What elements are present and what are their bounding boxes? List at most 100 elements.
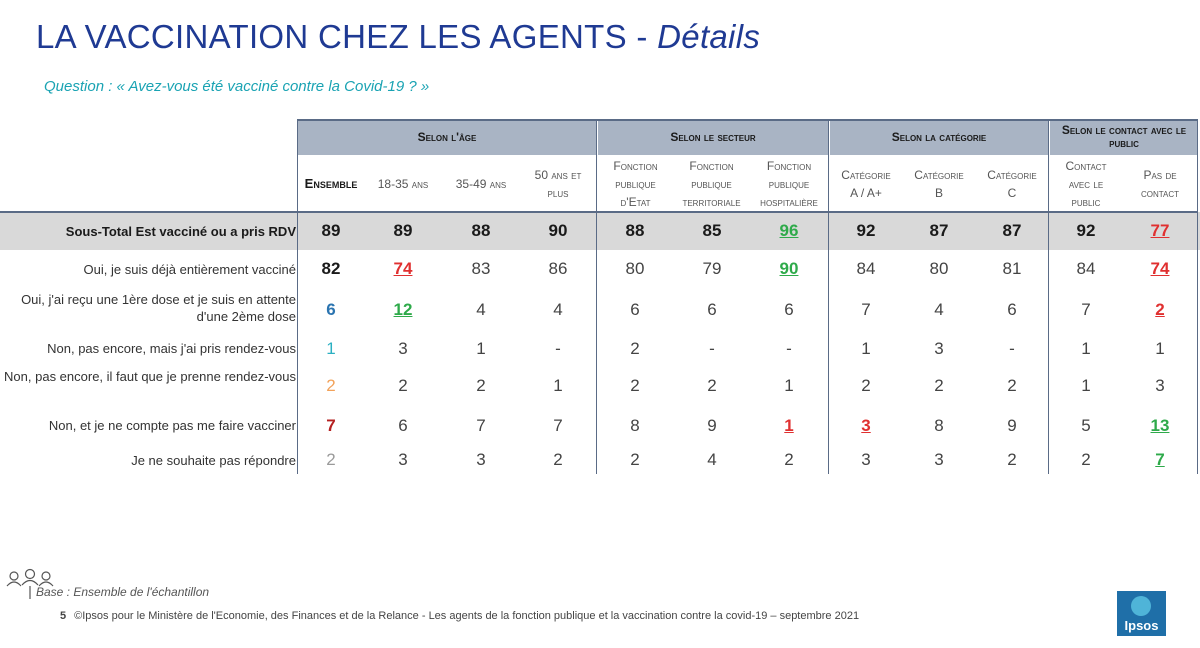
table-cell: - — [786, 338, 792, 358]
group-header-secteur: Selon le secteur — [598, 119, 828, 155]
logo-text: Ipsos — [1124, 618, 1159, 633]
table-cell: 1 — [326, 338, 336, 358]
table-cell: 90 — [548, 221, 568, 240]
table-cell: 80 — [625, 259, 645, 278]
table-cell: 2 — [861, 376, 871, 395]
table-cell: 3 — [398, 338, 408, 358]
table-cell: 8 — [630, 415, 640, 435]
table-cell: 80 — [929, 259, 949, 278]
column-header: Fonction publique territoriale — [682, 158, 741, 209]
table-cell: 3 — [934, 450, 944, 469]
table-cell: 9 — [1007, 415, 1017, 435]
table-cell: 6 — [398, 415, 408, 435]
table-cell: 81 — [1002, 259, 1022, 278]
table-cell: - — [555, 338, 561, 358]
row-label: Non, et je ne compte pas me faire vaccin… — [48, 418, 296, 433]
table-cell: 2 — [784, 450, 794, 469]
table-cell: 92 — [856, 221, 876, 240]
table-cell: 2 — [1007, 450, 1017, 469]
table-cell: 89 — [321, 221, 341, 240]
table-cell: 2 — [476, 376, 486, 395]
divider — [297, 119, 298, 474]
column-header: Pas de contact — [1140, 167, 1180, 200]
table-cell: 77 — [1150, 221, 1170, 240]
table-cell: 2 — [1081, 450, 1091, 469]
table-cell: 1 — [1081, 338, 1091, 358]
question-text: Question : « Avez-vous été vacciné contr… — [44, 78, 430, 95]
table-cell: - — [709, 338, 715, 358]
divider — [1048, 119, 1049, 474]
footer-text: ©Ipsos pour le Ministère de l'Economie, … — [74, 610, 860, 622]
column-header: 35-49 ans — [455, 176, 507, 191]
table-cell: 2 — [630, 376, 640, 395]
table-cell: 7 — [1081, 300, 1091, 319]
table-cell: 2 — [707, 376, 717, 395]
table-cell: 96 — [779, 221, 799, 240]
row-label: Je ne souhaite pas répondre — [131, 452, 296, 468]
column-header: Fonction publique hospitalière — [760, 158, 818, 209]
ipsos-logo: Ipsos — [1117, 591, 1166, 636]
table-cell: 7 — [326, 415, 336, 435]
column-header: 50 ans et plus — [534, 167, 582, 200]
table-cell: 2 — [934, 376, 944, 395]
divider — [1197, 119, 1198, 474]
divider — [0, 211, 1198, 213]
table-cell: 2 — [1007, 376, 1017, 395]
row-label: Sous-Total Est vacciné ou a pris RDV — [65, 223, 296, 239]
column-header: Ensemble — [304, 175, 358, 191]
table-cell: 1 — [476, 338, 486, 358]
table-cell: 87 — [929, 221, 949, 240]
table-cell: 88 — [471, 221, 491, 240]
divider — [596, 119, 597, 474]
table-cell: 1 — [1081, 376, 1091, 395]
column-header: Contact avec le public — [1065, 158, 1107, 209]
divider — [828, 119, 829, 474]
table-cell: 6 — [1007, 300, 1017, 319]
table-cell: - — [1009, 338, 1015, 358]
page-title: LA VACCINATION CHEZ LES AGENTS - Détails — [36, 18, 760, 56]
table-cell: 13 — [1150, 415, 1170, 435]
table-cell: 6 — [630, 300, 640, 319]
table-cell: 3 — [476, 450, 486, 469]
table-cell: 83 — [471, 259, 491, 278]
group-header-contact: Selon le contact avec le public — [1050, 119, 1198, 155]
table-cell: 84 — [856, 259, 876, 278]
table-cell: 3 — [1155, 376, 1165, 395]
results-table: Selon l'âge Selon le secteur Selon la ca… — [0, 119, 1200, 474]
table-cell: 85 — [702, 221, 722, 240]
footer: 5 ©Ipsos pour le Ministère de l'Economie,… — [60, 610, 859, 622]
table-cell: 1 — [784, 415, 794, 435]
table-cell: 1 — [861, 338, 871, 358]
row-label: Non, pas encore, il faut que je prenne r… — [4, 369, 296, 384]
column-header: Catégorie A / A+ — [841, 167, 891, 200]
table-cell: 4 — [707, 450, 717, 469]
row-label: Oui, j'ai reçu une 1ère dose et je suis … — [21, 292, 296, 324]
row-label: Non, pas encore, mais j'ai pris rendez-v… — [47, 341, 296, 356]
table-cell: 6 — [707, 300, 717, 319]
subtotal-band — [0, 212, 1200, 250]
table-cell: 2 — [326, 450, 336, 469]
table-cell: 3 — [861, 415, 871, 435]
group-header-age: Selon l'âge — [298, 119, 596, 155]
table-cell: 6 — [784, 300, 794, 319]
table-cell: 8 — [934, 415, 944, 435]
table-cell: 9 — [707, 415, 717, 435]
page-title-main: LA VACCINATION CHEZ LES AGENTS - — [36, 18, 658, 55]
table-cell: 7 — [1155, 450, 1165, 469]
table-cell: 1 — [1155, 338, 1165, 358]
table-cell: 7 — [861, 300, 871, 319]
table-cell: 74 — [1150, 259, 1170, 278]
table-cell: 3 — [934, 338, 944, 358]
table-cell: 84 — [1076, 259, 1096, 278]
table-cell: 88 — [625, 221, 645, 240]
table-cell: 5 — [1081, 415, 1091, 435]
table-cell: 2 — [630, 338, 640, 358]
table-cell: 87 — [1002, 221, 1022, 240]
group-header-categorie: Selon la catégorie — [830, 119, 1048, 155]
logo-mark-icon — [1131, 596, 1151, 616]
row-label: Oui, je suis déjà entièrement vacciné — [83, 261, 296, 277]
table-cell: 2 — [553, 450, 563, 469]
table-cell: 7 — [476, 415, 486, 435]
table-cell: 90 — [779, 259, 799, 278]
table-cell: 4 — [553, 300, 563, 319]
